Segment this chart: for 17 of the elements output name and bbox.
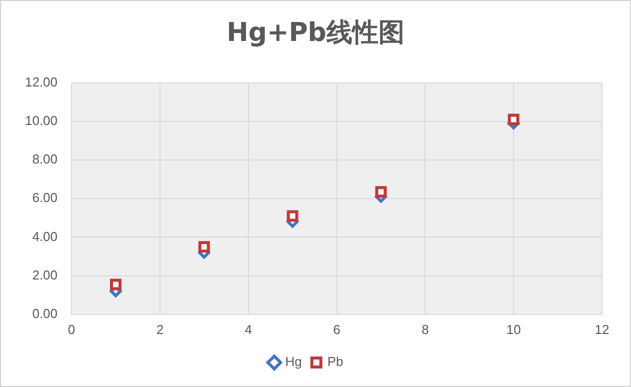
chart-title: Hg+Pb线性图 — [226, 17, 406, 50]
y-tick-label: 0.00 — [32, 306, 58, 321]
y-tick-label: 10.00 — [24, 112, 58, 128]
x-tick-label: 8 — [422, 322, 429, 337]
y-tick-label: 2.00 — [32, 267, 58, 282]
x-tick-label: 0 — [68, 322, 76, 337]
legend-label: Hg — [285, 354, 302, 370]
x-tick-label: 4 — [244, 322, 252, 337]
x-tick-label: 2 — [156, 322, 164, 337]
y-tick-label: 6.00 — [32, 190, 58, 206]
y-tick-label: 4.00 — [32, 228, 58, 244]
y-tick-label: 8.00 — [32, 152, 58, 167]
legend-label: Pb — [327, 354, 344, 370]
x-tick-label: 12 — [594, 322, 610, 337]
x-tick-label: 10 — [506, 322, 521, 337]
y-tick-label: 12.00 — [24, 74, 58, 90]
x-tick-label: 6 — [333, 322, 340, 337]
